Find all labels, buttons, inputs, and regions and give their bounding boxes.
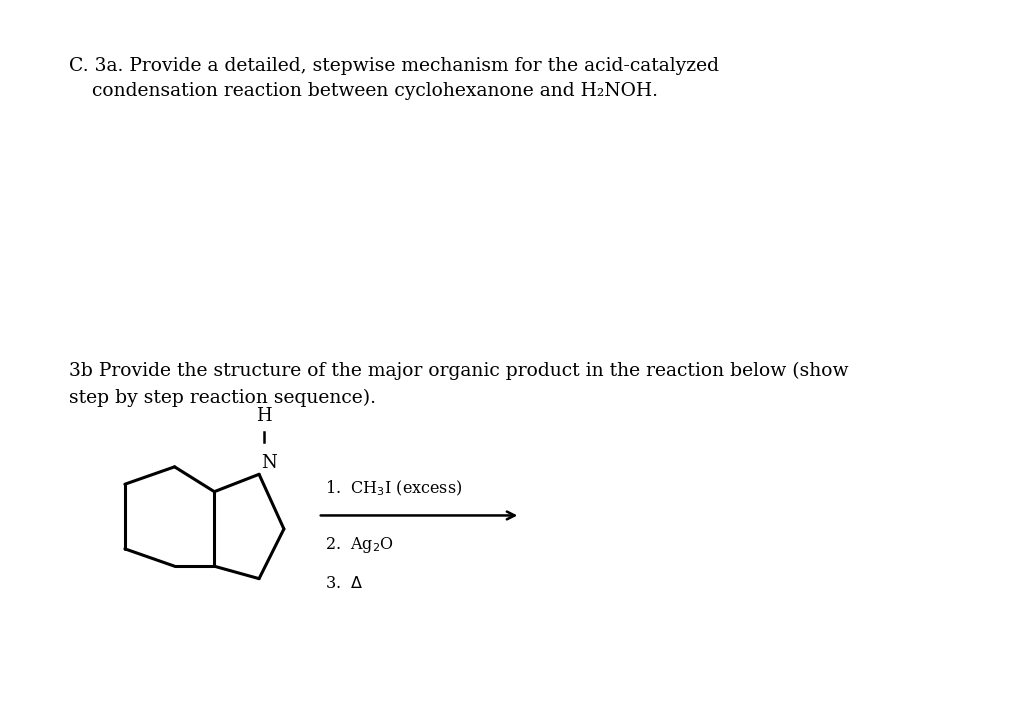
Text: 2.  Ag$_2$O: 2. Ag$_2$O — [325, 535, 393, 555]
Text: N: N — [262, 454, 277, 471]
Text: 3.  $\Delta$: 3. $\Delta$ — [325, 575, 363, 592]
Text: H: H — [257, 407, 272, 425]
Text: 3b Provide the structure of the major organic product in the reaction below (sho: 3b Provide the structure of the major or… — [69, 362, 849, 381]
Text: C. 3a. Provide a detailed, stepwise mechanism for the acid-catalyzed: C. 3a. Provide a detailed, stepwise mech… — [69, 57, 719, 75]
Text: 1.  CH$_3$I (excess): 1. CH$_3$I (excess) — [325, 479, 462, 498]
Text: condensation reaction between cyclohexanone and H₂NOH.: condensation reaction between cyclohexan… — [92, 82, 658, 100]
Text: step by step reaction sequence).: step by step reaction sequence). — [69, 388, 376, 407]
